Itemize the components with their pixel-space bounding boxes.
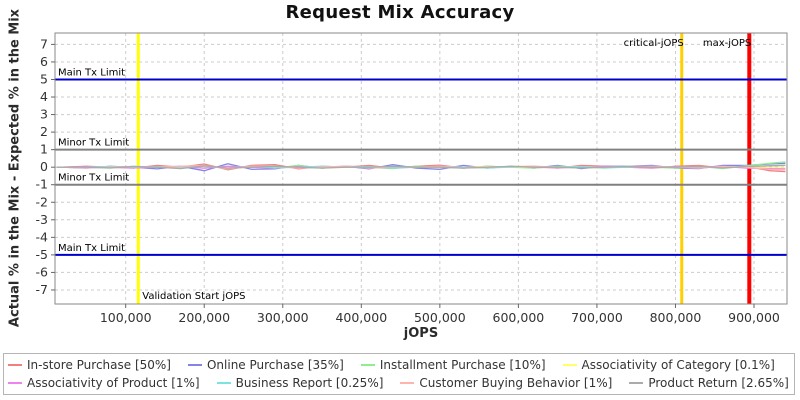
legend-item: Product Return [2.65%] [629, 376, 789, 390]
limit-line-label: Main Tx Limit [58, 243, 125, 254]
legend-label: Online Purchase [35%] [206, 358, 344, 372]
y-tick-label: 3 [40, 107, 48, 122]
y-tick-label: -2 [36, 194, 48, 209]
legend-label: In-store Purchase [50%] [27, 358, 171, 372]
legend-marker-icon [8, 364, 22, 366]
limit-line-label: Main Tx Limit [58, 67, 125, 78]
legend-marker-icon [8, 382, 22, 384]
legend-marker-icon [216, 382, 231, 384]
y-tick-label: 1 [40, 142, 48, 157]
legend-item: Customer Buying Behavior [1%] [400, 376, 612, 390]
y-tick-label: 7 [40, 36, 48, 51]
legend-row-1: In-store Purchase [50%] Online Purchase [… [8, 358, 790, 372]
legend-marker-icon [400, 382, 415, 384]
x-tick-label: 100,000 [100, 310, 152, 325]
legend-item: Online Purchase [35%] [187, 358, 344, 372]
y-tick-label: -1 [36, 177, 48, 192]
legend-item: Installment Purchase [10%] [360, 358, 546, 372]
y-tick-label: 4 [40, 89, 48, 104]
legend-item: Associativity of Category [0.1%] [562, 358, 775, 372]
y-tick-label: -3 [36, 212, 48, 227]
y-tick-label: 0 [40, 159, 48, 174]
x-tick-label: 600,000 [493, 310, 545, 325]
plot-border [54, 32, 788, 305]
y-tick-label: -4 [36, 229, 49, 244]
legend-label: Product Return [2.65%] [648, 376, 789, 390]
x-tick-label: 300,000 [257, 310, 309, 325]
legend-label: Associativity of Product [1%] [27, 376, 200, 390]
annotations: Main Tx Limit Minor Tx Limit Minor Tx Limi… [58, 38, 751, 302]
legend-label: Customer Buying Behavior [1%] [419, 376, 613, 390]
y-axis-title: Actual % in the Mix - Expected % in the … [7, 8, 23, 328]
legend-item: Business Report [0.25%] [216, 376, 384, 390]
x-tick-label: 500,000 [414, 310, 466, 325]
vline-label: critical-jOPS [624, 38, 684, 49]
y-tick-label: 5 [40, 71, 48, 86]
y-tick-label: 2 [40, 124, 48, 139]
legend-label: Associativity of Category [0.1%] [581, 358, 775, 372]
x-tick-label: 800,000 [650, 310, 702, 325]
legend-marker-icon [187, 364, 202, 366]
x-tick-label: 700,000 [571, 310, 623, 325]
series-line-7 [56, 164, 786, 170]
legend-marker-icon [562, 364, 577, 366]
limit-lines [55, 78, 787, 256]
axes: 100,000 200,000 300,000 400,000 500,000 600,0… [36, 36, 780, 325]
chart-title: Request Mix Accuracy [285, 2, 515, 23]
legend-item: In-store Purchase [50%] [8, 358, 171, 372]
vline-label: max-jOPS [703, 38, 751, 49]
y-tick-label: -7 [36, 282, 48, 297]
limit-line-label: Minor Tx Limit [58, 138, 129, 149]
legend: In-store Purchase [50%] Online Purchase [… [3, 353, 795, 395]
vline-label: Validation Start jOPS [142, 291, 245, 302]
legend-item: Associativity of Product [1%] [8, 376, 200, 390]
legend-label: Installment Purchase [10%] [379, 358, 546, 372]
legend-label: Business Report [0.25%] [235, 376, 384, 390]
x-tick-label: 400,000 [335, 310, 387, 325]
y-tick-label: -6 [36, 264, 49, 279]
x-axis-title: jOPS [403, 326, 439, 341]
limit-line-label: Minor Tx Limit [58, 173, 129, 184]
plot-area: 100,000 200,000 300,000 400,000 500,000 600,0… [36, 32, 788, 325]
y-tick-label: -5 [36, 247, 48, 262]
series-lines [56, 161, 786, 173]
x-tick-label: 200,000 [178, 310, 230, 325]
legend-marker-icon [629, 382, 644, 384]
x-tick-label: 900,000 [728, 310, 780, 325]
y-tick-label: 6 [40, 54, 48, 69]
legend-marker-icon [360, 364, 375, 366]
legend-row-2: Associativity of Product [1%] Business Re… [8, 376, 790, 390]
